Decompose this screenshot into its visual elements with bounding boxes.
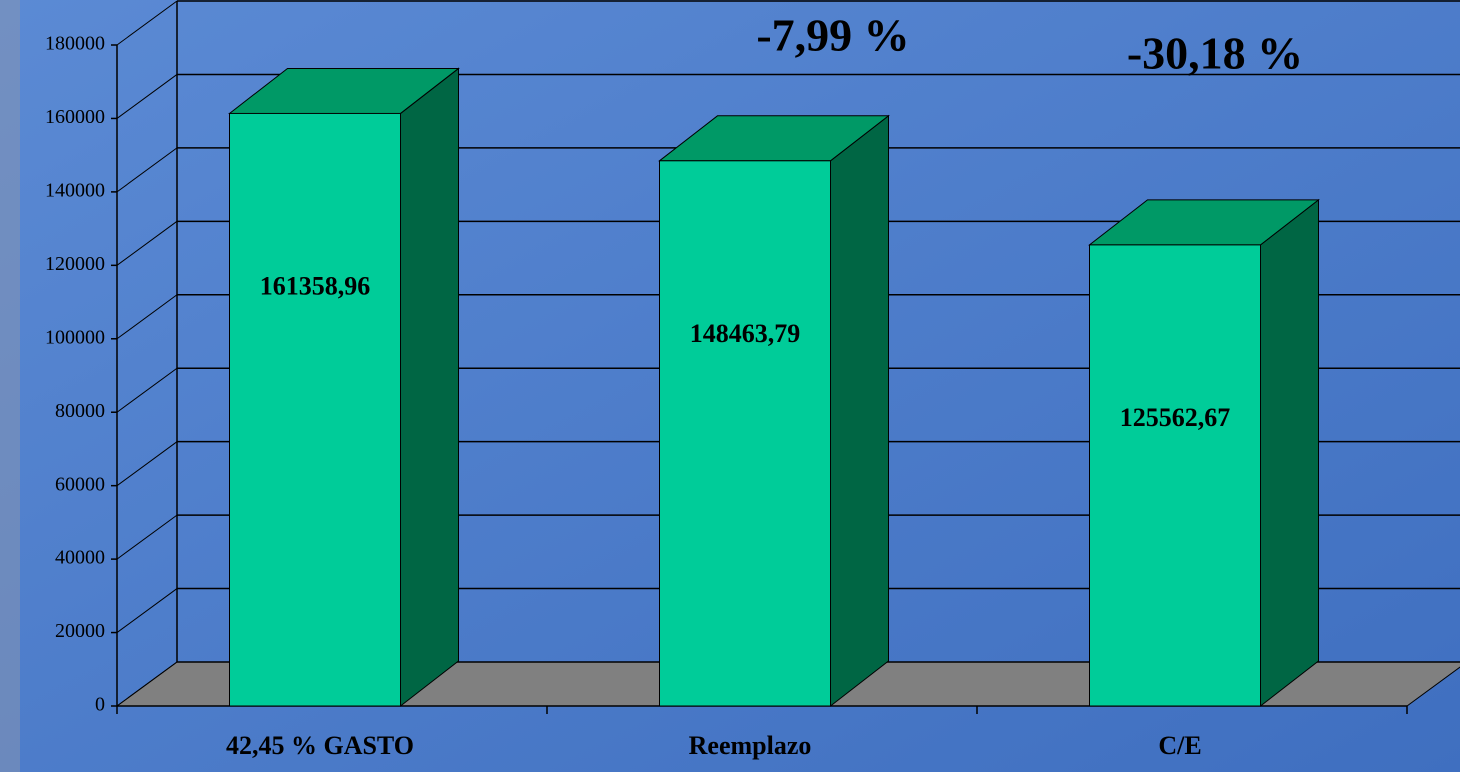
annotation: -7,99 %: [756, 10, 909, 61]
y-tick-label: 0: [95, 694, 105, 716]
bar: [660, 161, 831, 706]
y-tick-label: 140000: [45, 179, 105, 201]
y-tick-label: 180000: [45, 33, 105, 55]
page: 0 20000 40000 60000 80000 100000 120000 140000 1…: [0, 0, 1460, 772]
background-edge: [0, 0, 20, 772]
y-tick-label: 40000: [55, 547, 105, 569]
bar: [1090, 245, 1261, 706]
bar-side: [831, 116, 889, 706]
x-tick-label: Reemplazo: [689, 731, 812, 760]
chart: 0 20000 40000 60000 80000 100000 120000 140000 1…: [0, 0, 1460, 772]
bar-side: [1261, 200, 1319, 706]
y-tick-label: 80000: [55, 400, 105, 422]
data-label: 125562,67: [1120, 403, 1231, 432]
annotation: -30,18 %: [1127, 28, 1303, 79]
bar: [230, 113, 401, 706]
y-tick-label: 20000: [55, 620, 105, 642]
x-tick-label: C/E: [1158, 731, 1201, 760]
y-tick-label: 60000: [55, 473, 105, 495]
data-label: 148463,79: [690, 319, 801, 348]
y-tick-label: 160000: [45, 106, 105, 128]
y-tick-label: 120000: [45, 253, 105, 275]
y-tick-label: 100000: [45, 326, 105, 348]
x-tick-label: 42,45 % GASTO: [226, 731, 414, 760]
bar-side: [401, 68, 459, 706]
data-label: 161358,96: [260, 271, 371, 300]
